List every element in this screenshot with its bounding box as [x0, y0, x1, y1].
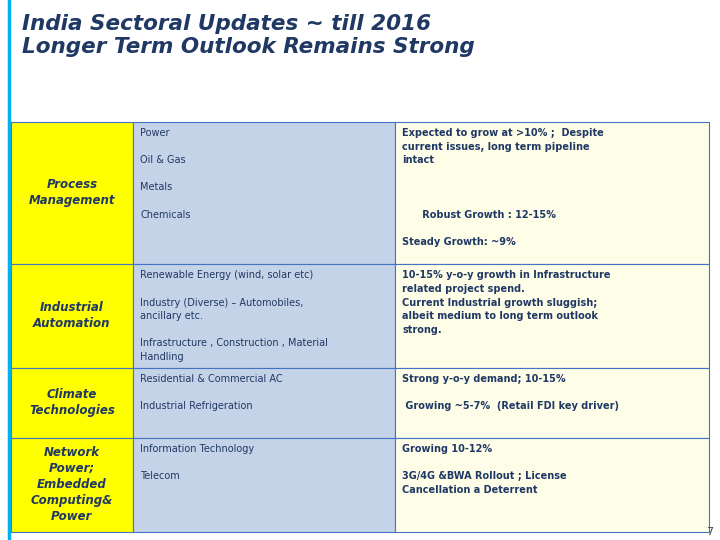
Text: Strong y-o-y demand; 10-15%

 Growing ~5-7%  (Retail FDI key driver): Strong y-o-y demand; 10-15% Growing ~5-7… [402, 374, 619, 411]
Bar [133, 122, 395, 264]
Bar [395, 122, 709, 264]
Bar [395, 368, 709, 438]
Text: 10-15% y-o-y growth in Infrastructure
related project spend.
Current Industrial : 10-15% y-o-y growth in Infrastructure re… [402, 271, 611, 335]
Bar [11, 438, 133, 532]
Bar [395, 438, 709, 532]
Text: Growing 10-12%

3G/4G &BWA Rollout ; License
Cancellation a Deterrent: Growing 10-12% 3G/4G &BWA Rollout ; Lice… [402, 444, 567, 495]
Bar [11, 368, 133, 438]
Text: Residential & Commercial AC

Industrial Refrigeration: Residential & Commercial AC Industrial R… [140, 374, 283, 411]
Bar [133, 438, 395, 532]
Text: Climate
Technologies: Climate Technologies [29, 388, 115, 417]
Text: Network
Power;
Embedded
Computing&
Power: Network Power; Embedded Computing& Power [31, 447, 113, 523]
Bar [11, 122, 133, 264]
Bar [133, 368, 395, 438]
Text: Power

Oil & Gas

Metals

Chemicals: Power Oil & Gas Metals Chemicals [140, 128, 191, 220]
Text: India Sectoral Updates ~ till 2016
Longer Term Outlook Remains Strong: India Sectoral Updates ~ till 2016 Longe… [22, 14, 474, 57]
Text: Expected to grow at >10% ;  Despite
current issues, long term pipeline
intact


: Expected to grow at >10% ; Despite curre… [402, 128, 604, 247]
Text: Industrial
Automation: Industrial Automation [33, 301, 111, 330]
Bar [133, 264, 395, 368]
Bar [395, 264, 709, 368]
Text: Renewable Energy (wind, solar etc)

Industry (Diverse) – Automobiles,
ancillary : Renewable Energy (wind, solar etc) Indus… [140, 271, 328, 362]
Text: Information Technology

Telecom: Information Technology Telecom [140, 444, 254, 482]
Text: 7: 7 [706, 527, 713, 537]
Text: Process
Management: Process Management [29, 178, 115, 207]
Bar [11, 264, 133, 368]
